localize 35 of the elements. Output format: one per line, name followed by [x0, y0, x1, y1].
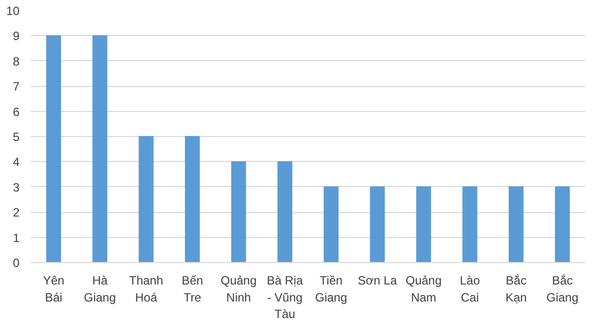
- x-tick-label: Tiền Giang: [315, 274, 348, 304]
- bar: [92, 35, 108, 262]
- bar: [554, 186, 570, 262]
- x-tick-label: Hà Giang: [84, 274, 116, 304]
- x-tick-label: Sơn La: [358, 274, 398, 288]
- x-tick-label: Bà Rịa - Vũng Tàu: [266, 274, 304, 322]
- y-tick-label: 1: [12, 230, 20, 245]
- x-tick-label: Quảng Nam: [406, 274, 442, 304]
- y-tick-label: 9: [12, 29, 20, 44]
- bar: [324, 186, 339, 262]
- x-tick-label: Bắc Kạn: [505, 274, 527, 304]
- y-tick-label: 10: [6, 4, 20, 18]
- x-tick-label: Quảng Ninh: [220, 274, 257, 304]
- bar: [462, 186, 478, 262]
- x-tick-label: Thanh Hoá: [129, 274, 164, 304]
- y-tick-label: 0: [12, 256, 20, 270]
- y-tick-label: 6: [12, 104, 20, 119]
- bar: [231, 161, 246, 262]
- y-tick-label: 2: [12, 206, 20, 220]
- bar: [508, 186, 524, 262]
- x-tick-label: Lào Cai: [460, 274, 480, 304]
- y-tick-label: 8: [12, 54, 20, 68]
- y-tick-label: 5: [12, 130, 20, 144]
- y-tick-label: 7: [12, 80, 20, 94]
- x-tick-label: Yên Bái: [42, 274, 64, 304]
- bar: [370, 186, 385, 262]
- bar: [46, 35, 62, 262]
- x-tick-label: Bến Tre: [182, 274, 204, 304]
- y-tick-label: 4: [12, 155, 20, 170]
- y-tick-label: 3: [12, 180, 20, 194]
- bar: [416, 186, 432, 262]
- bar: [184, 136, 200, 262]
- bar: [277, 161, 292, 262]
- x-tick-label: Bắc Giang: [546, 274, 578, 304]
- bar: [138, 136, 154, 262]
